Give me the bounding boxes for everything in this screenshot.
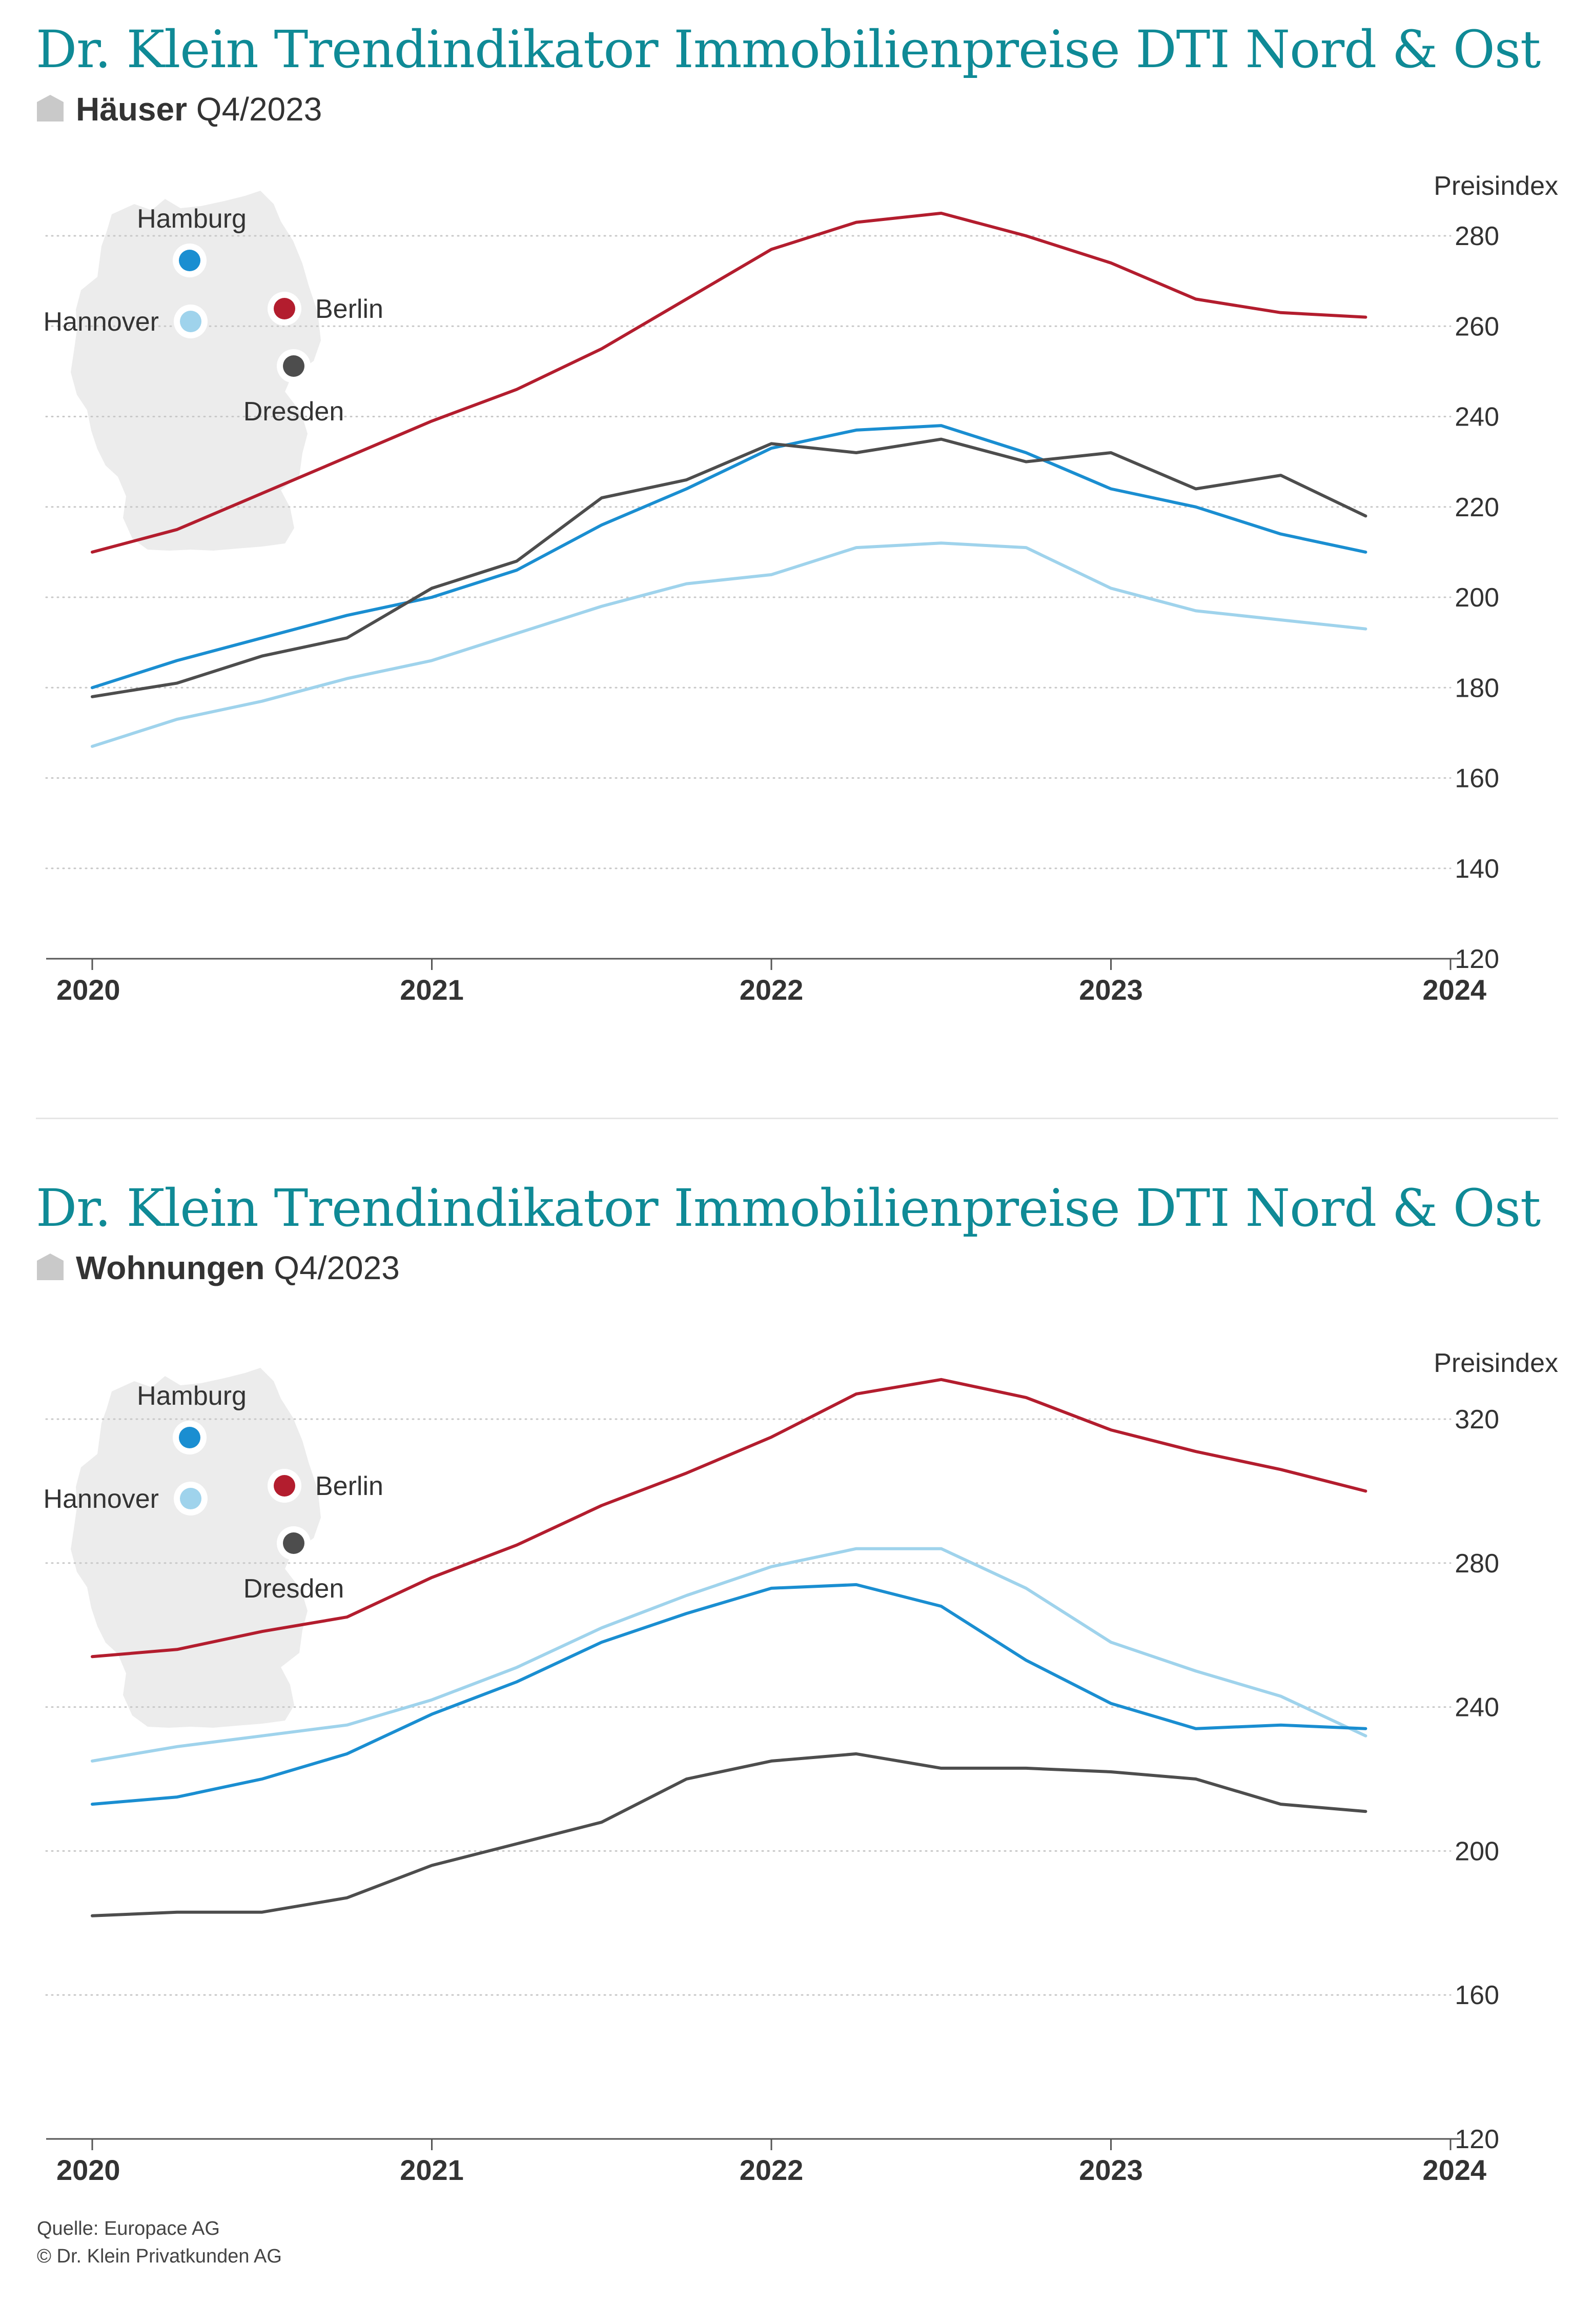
legend-marker-berlin	[274, 298, 295, 319]
x-tick-label: 2020	[56, 2154, 120, 2186]
y-axis-label: Preisindex	[1434, 171, 1558, 201]
x-tick-label: 2023	[1079, 2154, 1143, 2186]
legend-marker-hamburg	[179, 250, 200, 271]
chart-title: Dr. Klein Trendindikator Immobilienpreis…	[36, 19, 1541, 79]
series-line-hamburg	[91, 1583, 1367, 1806]
x-tick-label: 2021	[400, 2154, 464, 2186]
y-tick-label: 320	[1455, 1405, 1499, 1434]
legend-label-hamburg: Hamburg	[137, 1381, 247, 1411]
subtitle-category: Wohnungen	[76, 1249, 265, 1286]
legend-marker-berlin	[274, 1475, 295, 1497]
legend-label-berlin: Berlin	[315, 1471, 383, 1501]
germany-map	[71, 191, 321, 551]
chart-title: Dr. Klein Trendindikator Immobilienpreis…	[36, 1178, 1541, 1238]
series-line-berlin	[91, 211, 1367, 554]
house-icon	[37, 95, 64, 122]
x-tick-label: 2022	[740, 974, 804, 1006]
subtitle-period: Q4/2023	[196, 91, 322, 128]
legend-marker-hamburg	[179, 1427, 200, 1448]
y-tick-label: 120	[1455, 2125, 1499, 2154]
y-tick-label: 260	[1455, 312, 1499, 341]
germany-map-shape	[71, 191, 321, 551]
y-tick-label: 200	[1455, 583, 1499, 613]
legend-marker-hannover	[180, 1488, 201, 1509]
panel-divider	[36, 1118, 1558, 1119]
legend-marker-hannover	[180, 311, 201, 332]
chart-panel-houses: Dr. Klein Trendindikator Immobilienpreis…	[0, 0, 1593, 1118]
subtitle-period: Q4/2023	[274, 1249, 400, 1286]
y-tick-label: 160	[1455, 764, 1499, 794]
y-tick-label: 240	[1455, 402, 1499, 432]
series-line-berlin	[91, 1378, 1367, 1659]
chart-panel-apartments: Dr. Klein Trendindikator Immobilienpreis…	[0, 1164, 1593, 2324]
legend-marker-dresden	[283, 1532, 304, 1554]
copyright-note: © Dr. Klein Privatkunden AG	[37, 2246, 282, 2267]
line-chart-apartments: 120 160 200 240 280 320 Preisindex 2020 2021 2022…	[44, 1348, 1558, 2186]
y-tick-label: 120	[1455, 944, 1499, 974]
chart-subtitle: Wohnungen Q4/2023	[36, 1249, 400, 1287]
legend-marker-dresden	[283, 355, 304, 377]
y-tick-label: 280	[1455, 221, 1499, 251]
legend-label-dresden: Dresden	[243, 1574, 344, 1604]
series-line-hamburg	[91, 424, 1367, 690]
legend-label-hamburg: Hamburg	[137, 204, 247, 234]
line-chart-houses: 120 140 160 180 200 220 240 260 280 Preisindex 202…	[44, 171, 1558, 1006]
x-tick-label: 2024	[1422, 974, 1486, 1006]
chart-subtitle: Häuser Q4/2023	[36, 90, 322, 128]
legend-label-hannover: Hannover	[44, 1484, 159, 1514]
series-line-dresden	[91, 1752, 1367, 1917]
house-icon	[37, 1254, 64, 1280]
series-line-dresden	[91, 437, 1367, 698]
legend-label-hannover: Hannover	[44, 307, 159, 337]
y-tick-label: 280	[1455, 1549, 1499, 1579]
x-tick-label: 2022	[740, 2154, 804, 2186]
legend-label-berlin: Berlin	[315, 294, 383, 324]
legend-label-dresden: Dresden	[243, 397, 344, 427]
subtitle-category: Häuser	[76, 91, 187, 128]
germany-map-shape	[71, 1368, 321, 1728]
y-tick-label: 180	[1455, 673, 1499, 703]
y-tick-label: 220	[1455, 493, 1499, 522]
y-tick-label: 140	[1455, 854, 1499, 884]
x-tick-label: 2021	[400, 974, 464, 1006]
source-note: Quelle: Europace AG	[37, 2218, 220, 2239]
y-axis-label: Preisindex	[1434, 1348, 1558, 1378]
y-tick-label: 240	[1455, 1693, 1499, 1723]
series-line-hannover	[91, 541, 1367, 748]
y-tick-label: 200	[1455, 1836, 1499, 1866]
x-tick-label: 2023	[1079, 974, 1143, 1006]
germany-map	[71, 1368, 321, 1728]
y-tick-label: 160	[1455, 1981, 1499, 2010]
x-tick-label: 2020	[56, 974, 120, 1006]
series-line-hannover	[91, 1547, 1367, 1763]
x-tick-label: 2024	[1422, 2154, 1486, 2186]
